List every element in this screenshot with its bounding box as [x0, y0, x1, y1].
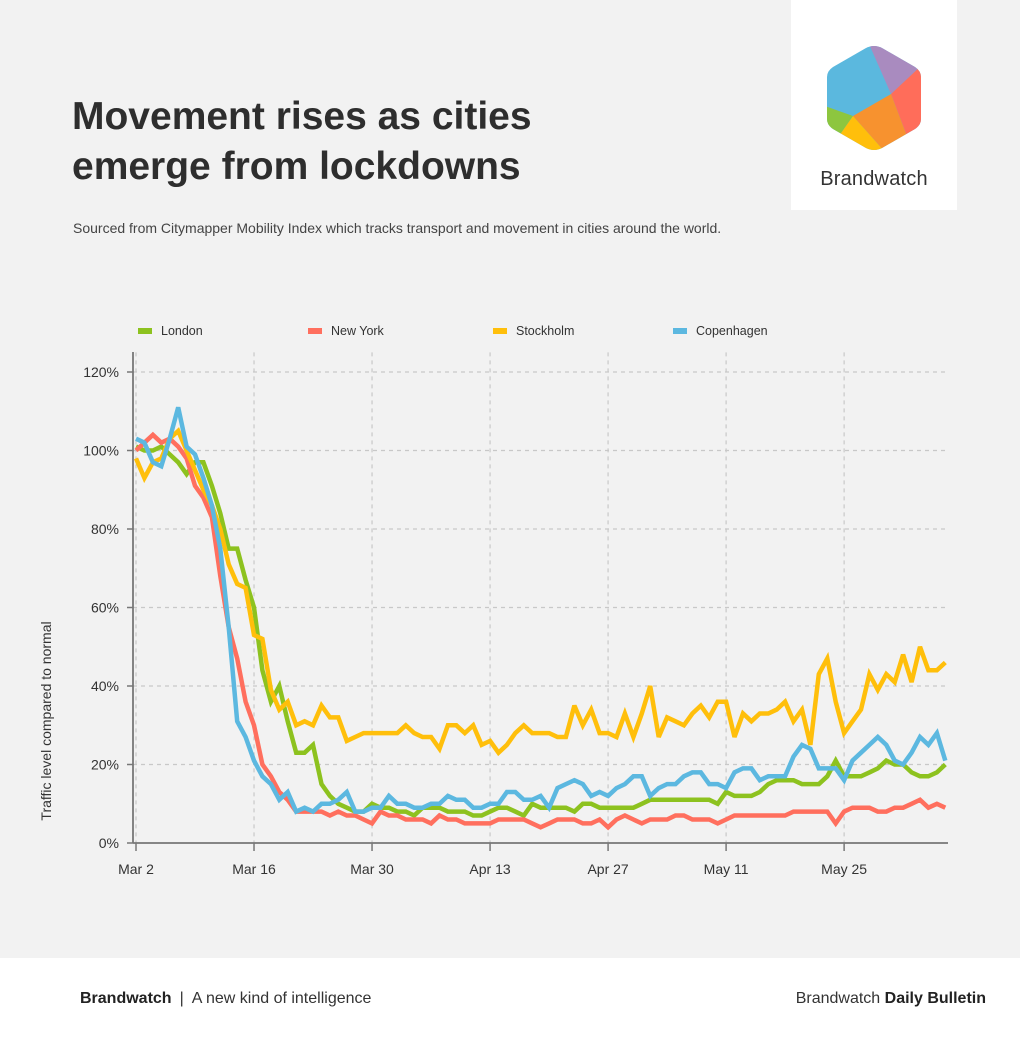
y-tick-label: 60%	[91, 600, 119, 616]
footer-left: Brandwatch | A new kind of intelligence	[80, 990, 371, 1008]
footer-brand: Brandwatch	[80, 990, 172, 1007]
legend-swatch	[308, 328, 322, 334]
x-tick-label: Mar 16	[232, 861, 276, 877]
chart-axes: 0% 20% 40% 60% 80% 100% 120% Mar 2 Mar 16 Mar 30 A…	[83, 352, 948, 877]
y-tick-label: 80%	[91, 521, 119, 537]
legend-item-new-york: New York	[308, 324, 385, 338]
legend-label: Stockholm	[516, 324, 574, 338]
legend-item-copenhagen: Copenhagen	[673, 324, 768, 338]
series-line-london	[135, 443, 947, 819]
footer-right: Brandwatch Daily Bulletin	[796, 990, 986, 1008]
y-tick-label: 0%	[99, 835, 119, 851]
footer-tagline: A new kind of intelligence	[191, 990, 372, 1007]
footer-right-prefix: Brandwatch	[795, 990, 881, 1007]
legend-item-stockholm: Stockholm	[493, 324, 574, 338]
legend-label: Copenhagen	[696, 324, 768, 338]
legend-swatch	[493, 328, 507, 334]
x-tick-label: Apr 27	[587, 861, 628, 877]
series-line-copenhagen	[135, 406, 948, 815]
line-chart: London New York Stockholm Copenhagen 0% 20% 4…	[38, 324, 948, 877]
legend-label: New York	[331, 324, 385, 338]
chart-series	[133, 406, 948, 831]
brand-logo-text: Brandwatch	[820, 168, 928, 190]
x-tick-label: Apr 13	[469, 861, 510, 877]
footer-separator: |	[179, 990, 184, 1007]
x-tick-label: Mar 2	[118, 861, 154, 877]
legend-item-london: London	[138, 324, 203, 338]
y-tick-label: 100%	[83, 443, 119, 459]
x-tick-label: Mar 30	[350, 861, 394, 877]
x-tick-label: May 25	[821, 861, 867, 877]
y-axis-label: Traffic level compared to normal	[38, 621, 54, 820]
x-tick-label: May 11	[704, 861, 749, 877]
brand-logo-card: Brandwatch	[791, 0, 957, 210]
logo-segment-orange	[853, 94, 913, 150]
footer-right-bold: Daily Bulletin	[884, 990, 986, 1007]
legend-label: London	[161, 324, 203, 338]
y-tick-label: 20%	[91, 757, 119, 773]
legend-swatch	[138, 328, 152, 334]
series-line-stockholm	[133, 427, 947, 757]
y-tick-label: 120%	[83, 364, 119, 380]
page-title: Movement rises as cities emerge from loc…	[72, 95, 532, 188]
brandwatch-hexagon-logo-icon	[827, 46, 921, 150]
footer: Brandwatch | A new kind of intelligence Br…	[0, 958, 1020, 1042]
page-subtitle: Sourced from Citymapper Mobility Index w…	[73, 220, 722, 236]
chart-grid	[133, 352, 948, 843]
series-line-new-york	[134, 431, 947, 831]
legend-swatch	[673, 328, 687, 334]
chart-legend: London New York Stockholm Copenhagen	[138, 324, 768, 338]
y-tick-label: 40%	[91, 678, 119, 694]
